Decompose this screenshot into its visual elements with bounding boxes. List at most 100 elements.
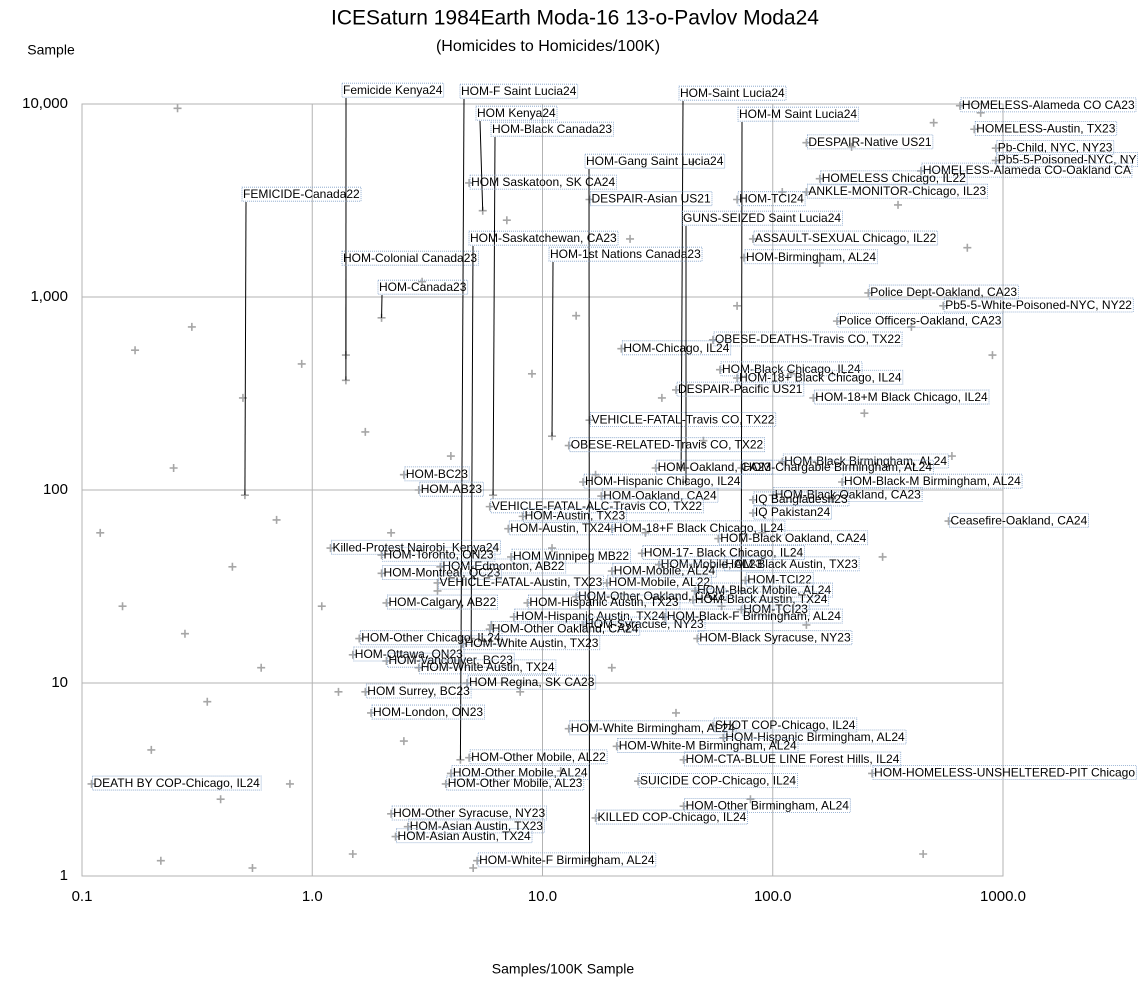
x-tick-label: 1.0 — [302, 888, 323, 905]
label-box — [723, 729, 907, 745]
point — [216, 795, 225, 804]
point-label: HOM-Black Canada23 — [492, 122, 612, 136]
point — [572, 311, 581, 320]
label-box — [837, 312, 1004, 328]
point — [657, 393, 666, 402]
point — [473, 856, 482, 865]
point — [469, 864, 478, 873]
label-box — [514, 608, 667, 624]
point-label: HOM-London, ON23 — [373, 705, 483, 719]
point — [939, 301, 948, 310]
point-label: HOM-Black Birmingham, AL24 — [784, 454, 947, 468]
label-box — [684, 751, 902, 767]
label-box — [617, 738, 799, 753]
point — [748, 495, 757, 504]
point-label: HOM-Asian Austin, TX23 — [410, 819, 543, 833]
point — [671, 708, 680, 717]
point-label: HOM-Chicago, IL24 — [623, 341, 729, 355]
point — [118, 602, 127, 611]
point — [361, 427, 370, 436]
point — [607, 663, 616, 672]
label-box — [693, 591, 830, 607]
point-label: Pb-Child, NYC, NY23 — [998, 140, 1113, 154]
point-label: HOM-Hispanic Chicago, IL24 — [585, 474, 741, 488]
point — [564, 441, 573, 450]
label-box — [753, 230, 939, 246]
point-label: HOM-TCI24 — [739, 192, 804, 206]
point — [693, 634, 702, 643]
point-label: HOM-TCI23 — [743, 602, 808, 616]
point — [399, 470, 408, 479]
point — [203, 697, 212, 706]
point — [919, 850, 928, 859]
label-box — [438, 574, 604, 590]
point — [758, 528, 767, 537]
point-label: HOMELESS-Alameda CO CA23 — [962, 98, 1135, 112]
label-box — [508, 520, 613, 536]
y-tick-label: 10 — [51, 674, 68, 691]
point-label: HOM-White Austin, TX23 — [465, 636, 599, 650]
label-box — [695, 582, 833, 598]
label-box — [359, 630, 503, 646]
point — [326, 544, 335, 553]
label-box — [583, 616, 706, 632]
point-label: HOM-Hispanic Birmingham, AL24 — [725, 730, 905, 744]
label-box — [676, 381, 805, 397]
label-box — [331, 539, 501, 555]
label-box — [745, 572, 814, 587]
label-box — [621, 340, 732, 356]
label-box — [642, 545, 805, 560]
point-label: HOM-Black Syracuse, NY23 — [699, 631, 851, 645]
label-box — [569, 437, 765, 453]
label-box — [949, 512, 1089, 528]
label-box — [341, 250, 479, 266]
point — [679, 755, 688, 764]
label-box — [371, 704, 485, 720]
point — [579, 478, 588, 487]
point — [591, 813, 600, 822]
label-box — [477, 852, 657, 868]
point — [377, 569, 386, 578]
point — [809, 393, 818, 402]
label-box — [490, 498, 704, 514]
point-label: HOM-Oakland, CA23 — [658, 460, 772, 474]
point-label: HOMELESS-Alameda CO-Oakland CA — [923, 163, 1131, 177]
point-label: HOM Saskatoon, SK CA24 — [471, 175, 615, 189]
point — [465, 178, 474, 187]
label-box — [723, 556, 860, 572]
point — [348, 650, 357, 659]
point — [509, 612, 518, 621]
point — [802, 138, 811, 147]
label-box — [475, 105, 558, 121]
point-label: HOM-Gang Saint Lucia24 — [586, 154, 724, 168]
label-box — [697, 630, 853, 646]
label-box — [590, 411, 777, 427]
label-box — [419, 481, 484, 497]
point-label: Police Officers-Oakland, CA23 — [839, 313, 1002, 327]
point-label: HOM-Black Mobile, AL24 — [697, 583, 831, 597]
point — [691, 586, 700, 595]
point — [634, 777, 643, 786]
point — [485, 502, 494, 511]
point — [523, 598, 532, 607]
label-box — [590, 191, 713, 207]
label-box — [440, 558, 567, 574]
point-label: HOM-White-F Birmingham, AL24 — [479, 853, 655, 867]
point-label: SUICIDE COP-Chicago, IL24 — [640, 773, 796, 787]
point — [556, 766, 565, 775]
point-label: HOM-Chargable Birmingham, AL24 — [743, 460, 932, 474]
point — [679, 802, 688, 811]
leader-line — [459, 98, 465, 760]
label-box — [656, 459, 773, 475]
point — [403, 822, 412, 831]
point — [929, 118, 938, 127]
point-label: HOM-AB23 — [421, 482, 483, 496]
label-box — [523, 508, 627, 523]
point-label: HOM-M Saint Lucia24 — [739, 107, 857, 121]
point-label: HOM-Black Oakland, CA24 — [720, 531, 866, 545]
label-box — [446, 775, 585, 791]
point — [399, 737, 408, 746]
point — [970, 125, 979, 134]
point — [944, 517, 953, 526]
label-box — [753, 504, 833, 520]
